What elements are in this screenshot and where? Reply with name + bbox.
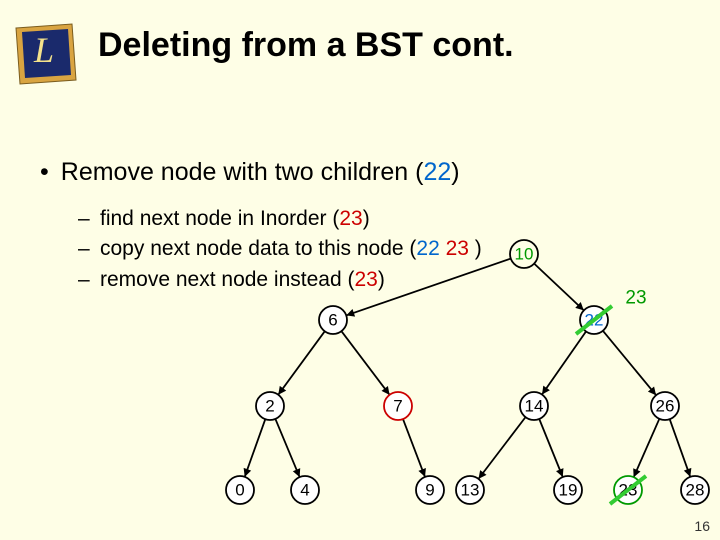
highlight-22: 22 bbox=[423, 158, 451, 186]
svg-text:2: 2 bbox=[265, 397, 274, 416]
svg-text:10: 10 bbox=[515, 245, 534, 264]
svg-text:28: 28 bbox=[686, 481, 705, 500]
svg-text:26: 26 bbox=[656, 397, 675, 416]
svg-text:9: 9 bbox=[425, 481, 434, 500]
svg-text:6: 6 bbox=[328, 311, 337, 330]
svg-text:7: 7 bbox=[393, 397, 402, 416]
svg-text:13: 13 bbox=[461, 481, 480, 500]
svg-text:0: 0 bbox=[235, 481, 244, 500]
svg-text:14: 14 bbox=[525, 397, 544, 416]
logo: L bbox=[14, 22, 78, 88]
bst-diagram: 106222327142604913192328 bbox=[170, 238, 710, 528]
sub-bullet-1: –find next node in Inorder (23) bbox=[78, 204, 482, 234]
page-title: Deleting from a BST cont. bbox=[98, 26, 514, 65]
svg-text:23: 23 bbox=[625, 288, 646, 309]
page-number: 16 bbox=[694, 518, 710, 534]
main-bullet: •Remove node with two children (22) bbox=[40, 158, 460, 187]
svg-text:4: 4 bbox=[300, 481, 309, 500]
svg-text:L: L bbox=[33, 30, 54, 70]
svg-text:19: 19 bbox=[559, 481, 578, 500]
